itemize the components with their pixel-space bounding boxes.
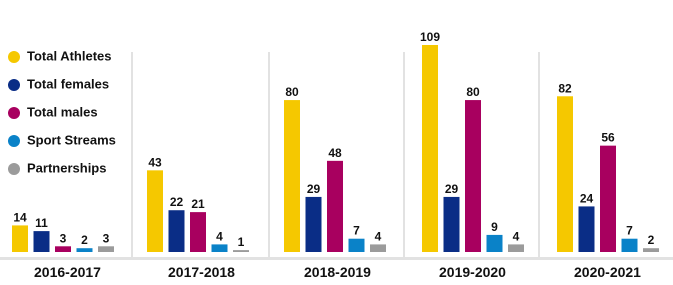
x-tick-label: 2017-2018 (168, 264, 235, 280)
data-label: 29 (445, 182, 459, 196)
data-label: 1 (238, 235, 245, 249)
bar (508, 244, 524, 252)
bar (348, 238, 365, 252)
legend-label: Total Athletes (27, 48, 112, 63)
legend-marker (8, 135, 20, 147)
x-tick-label: 2019-2020 (439, 264, 506, 280)
legend-label: Total females (27, 76, 109, 91)
bar (233, 250, 249, 252)
legend-label: Sport Streams (27, 132, 116, 147)
data-label: 82 (558, 81, 572, 95)
bar (621, 238, 638, 252)
bar (190, 212, 206, 252)
x-tick-label: 2018-2019 (304, 264, 371, 280)
data-label: 9 (491, 220, 498, 234)
data-label: 7 (353, 224, 360, 238)
baseline (0, 257, 673, 260)
group-separator (268, 52, 270, 258)
data-label: 3 (60, 231, 67, 245)
data-label: 43 (148, 155, 162, 169)
data-label: 14 (13, 210, 27, 224)
bar (370, 244, 386, 252)
data-label: 4 (513, 229, 520, 243)
data-label: 24 (580, 191, 594, 205)
group-separator (131, 52, 133, 258)
data-label: 80 (285, 85, 299, 99)
data-label: 80 (466, 85, 480, 99)
bar (55, 246, 71, 252)
bar (643, 248, 659, 252)
legend-label: Partnerships (27, 160, 106, 175)
bar (327, 160, 343, 252)
bar (76, 248, 93, 252)
bar (486, 234, 503, 252)
bar (422, 45, 438, 252)
legend-marker (8, 51, 20, 63)
data-label: 48 (328, 146, 342, 160)
bar (98, 246, 114, 252)
bar (12, 225, 28, 252)
x-tick-label: 2016-2017 (34, 264, 101, 280)
data-label: 21 (191, 197, 205, 211)
data-label: 7 (626, 224, 633, 238)
group-separator (403, 52, 405, 258)
data-label: 4 (216, 229, 223, 243)
bar (557, 96, 573, 252)
legend-marker (8, 163, 20, 175)
bar (284, 100, 300, 252)
data-label: 11 (35, 216, 48, 230)
bar (147, 170, 163, 252)
bar (600, 145, 616, 252)
bar (578, 206, 595, 252)
legend-marker (8, 79, 20, 91)
data-label: 4 (375, 229, 382, 243)
bar (305, 196, 322, 252)
bar (33, 231, 50, 252)
data-label: 56 (601, 131, 615, 145)
data-label: 3 (103, 231, 110, 245)
bar (465, 100, 481, 252)
bar (211, 244, 228, 252)
data-label: 2 (648, 233, 655, 247)
legend-label: Total males (27, 104, 98, 119)
bar (168, 210, 185, 252)
data-label: 22 (170, 195, 184, 209)
x-tick-label: 2020-2021 (574, 264, 641, 280)
data-label: 109 (420, 30, 440, 44)
data-label: 2 (81, 233, 88, 247)
data-label: 29 (307, 182, 321, 196)
bar (443, 196, 460, 252)
group-separator (538, 52, 540, 258)
legend-marker (8, 107, 20, 119)
